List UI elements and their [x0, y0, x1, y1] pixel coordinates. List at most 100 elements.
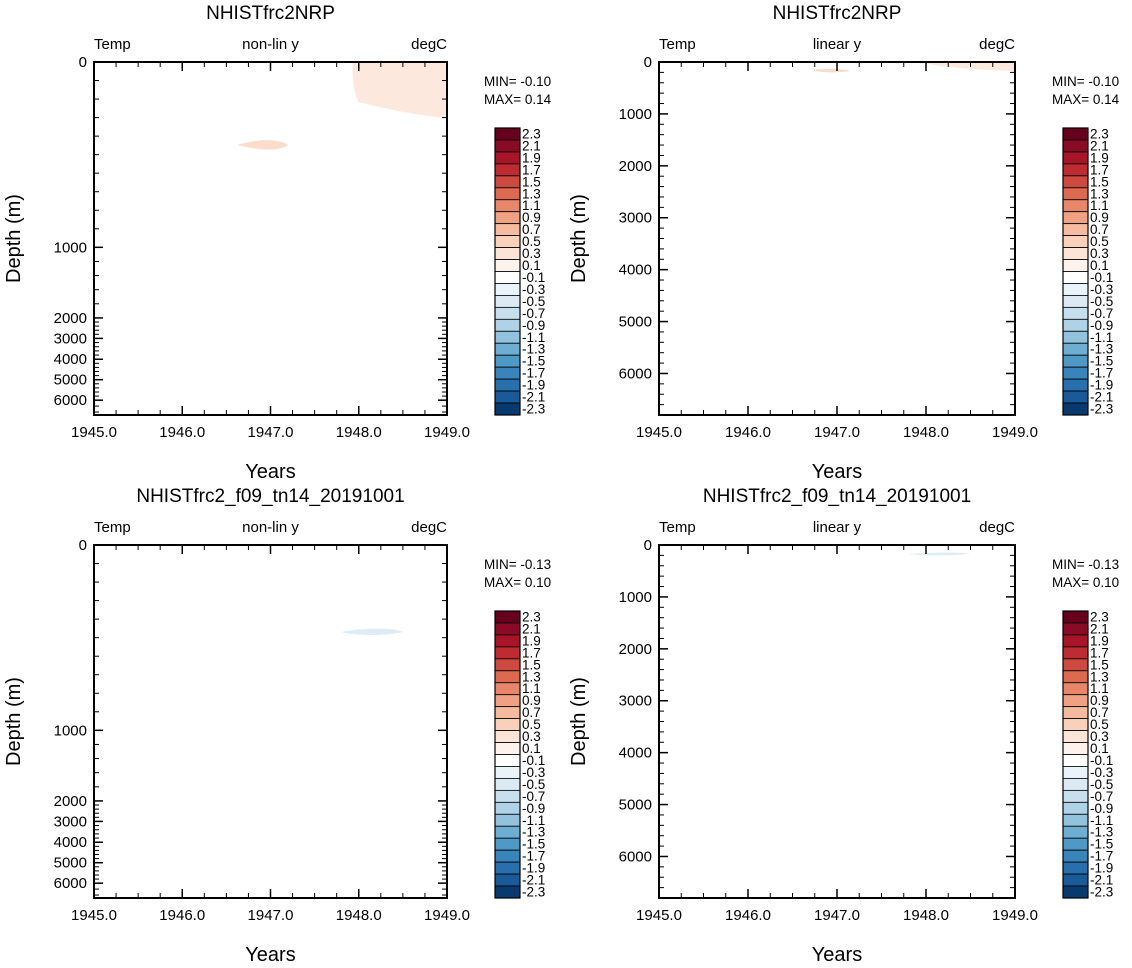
colorbar-swatch — [494, 175, 521, 189]
colorbar-level-label: -0.3 — [1090, 282, 1113, 297]
colorbar-level-label: -0.1 — [1090, 753, 1113, 768]
colorbar-level-label: 1.7 — [1090, 645, 1109, 660]
colorbar-level-label: -2.1 — [522, 873, 545, 888]
y-axis-label: Depth (m) — [3, 677, 25, 766]
x-tick-label: 1946.0 — [159, 424, 205, 441]
colorbar-frame — [494, 127, 521, 416]
y-tick-label: 3000 — [54, 330, 87, 347]
colorbar-level-label: 1.5 — [1090, 657, 1109, 672]
panel-title: NHISTfrc2NRP — [773, 3, 902, 24]
colorbar-swatch — [1062, 163, 1089, 177]
colorbar-swatch — [494, 330, 521, 344]
colorbar-swatch — [1062, 390, 1089, 404]
colorbar-swatch — [494, 271, 521, 284]
y-tick-label: 6000 — [619, 365, 652, 382]
colorbar-swatch — [1062, 682, 1089, 696]
colorbar-swatch — [1062, 223, 1089, 237]
colorbar-swatch — [1062, 694, 1089, 708]
colorbar-swatch — [494, 223, 521, 237]
colorbar-swatch — [494, 187, 521, 201]
y-tick-label: 0 — [79, 537, 87, 554]
y-tick-label: 1000 — [54, 239, 87, 256]
colorbar-swatch — [1062, 813, 1089, 827]
y-tick-label: 3000 — [619, 210, 652, 227]
scale-label: linear y — [813, 36, 862, 53]
colorbar-swatch — [494, 670, 521, 684]
colorbar-level-label: -1.7 — [1090, 849, 1113, 864]
plot-frame — [93, 544, 448, 899]
colorbar: 2.32.11.91.71.51.31.10.90.70.50.30.1-0.1… — [1062, 126, 1113, 417]
colorbar-swatch — [1062, 247, 1089, 260]
colorbar-swatch — [494, 658, 521, 672]
colorbar-level-label: -1.3 — [1090, 342, 1113, 357]
min-value-label: MIN= -0.10 — [1052, 74, 1119, 89]
colorbar-level-label: 0.3 — [522, 729, 541, 744]
colorbar-swatch — [1062, 730, 1089, 743]
y-tick-label: 6000 — [54, 392, 87, 409]
colorbar-level-label: 0.5 — [522, 234, 541, 249]
colorbar-level-label: 0.9 — [1090, 210, 1109, 225]
colorbar-swatch — [494, 730, 521, 743]
y-tick-label: 3000 — [619, 693, 652, 710]
colorbar: 2.32.11.91.71.51.31.10.90.70.50.30.1-0.1… — [494, 609, 545, 900]
colorbar-level-label: 1.1 — [1090, 198, 1109, 213]
colorbar-swatch — [494, 163, 521, 177]
scale-label: linear y — [813, 519, 862, 536]
colorbar-swatch — [494, 402, 521, 416]
colorbar-level-label: -1.7 — [1090, 366, 1113, 381]
colorbar-swatch — [1062, 342, 1089, 356]
colorbar-level-label: 0.7 — [522, 705, 541, 720]
y-tick-label: 6000 — [54, 875, 87, 892]
colorbar-level-label: -1.9 — [1090, 861, 1113, 876]
colorbar-swatch — [494, 306, 521, 320]
colorbar-swatch — [494, 211, 521, 225]
colorbar-swatch — [1062, 754, 1089, 767]
colorbar-swatch — [1062, 271, 1089, 284]
colorbar-level-label: -0.9 — [1090, 318, 1113, 333]
colorbar-level-label: -1.5 — [522, 837, 545, 852]
panel-title: NHISTfrc2_f09_tn14_20191001 — [703, 486, 971, 507]
colorbar-level-label: 0.7 — [1090, 705, 1109, 720]
colorbar-level-label: -0.5 — [1090, 777, 1113, 792]
panel-3: NHISTfrc2_f09_tn14_20191001 Temp non-lin y… — [3, 486, 551, 966]
colorbar-swatch — [1062, 259, 1089, 272]
colorbar-level-label: 0.5 — [1090, 717, 1109, 732]
colorbar-level-label: 2.1 — [1090, 621, 1109, 636]
x-tick-label: 1948.0 — [336, 424, 382, 441]
colorbar-swatch — [1062, 742, 1089, 755]
colorbar-swatch — [1062, 306, 1089, 320]
colorbar-swatch — [494, 813, 521, 827]
colorbar-level-label: -0.7 — [1090, 789, 1113, 804]
colorbar-level-label: 1.1 — [522, 681, 541, 696]
colorbar-swatch — [494, 754, 521, 767]
y-tick-label: 0 — [79, 54, 87, 71]
x-tick-label: 1946.0 — [725, 424, 771, 441]
colorbar-level-label: 2.3 — [1090, 126, 1109, 141]
colorbar-level-label: 0.1 — [1090, 258, 1109, 273]
colorbar-swatch — [1062, 837, 1089, 851]
colorbar-swatch — [1062, 849, 1089, 863]
cool-contour-patch — [341, 628, 403, 635]
variable-label: Temp — [659, 519, 696, 536]
plot-frame — [658, 61, 1016, 416]
y-axis-label: Depth (m) — [568, 677, 590, 766]
y-tick-label: 0 — [644, 54, 652, 71]
colorbar-level-label: 1.3 — [1090, 669, 1109, 684]
max-value-label: MAX= 0.14 — [484, 92, 552, 107]
plot-area — [94, 545, 447, 898]
colorbar-level-label: -0.5 — [522, 777, 545, 792]
x-tick-label: 1945.0 — [636, 907, 682, 924]
colorbar-swatch — [1062, 354, 1089, 368]
panel-2: NHISTfrc2NRP Temp linear y degC 1945.0 1946.0… — [568, 3, 1120, 483]
warm-contour-region — [352, 62, 447, 118]
cool-contour-patch — [908, 552, 971, 556]
colorbar-level-label: -2.3 — [522, 402, 545, 417]
units-label: degC — [979, 519, 1015, 536]
colorbar-level-label: 1.9 — [1090, 633, 1109, 648]
colorbar: 2.32.11.91.71.51.31.10.90.70.50.30.1-0.1… — [1062, 609, 1113, 900]
colorbar-level-label: 0.1 — [1090, 741, 1109, 756]
colorbar-swatch — [494, 342, 521, 356]
warm-contour-region — [921, 62, 1015, 71]
colorbar-swatch — [494, 127, 521, 141]
